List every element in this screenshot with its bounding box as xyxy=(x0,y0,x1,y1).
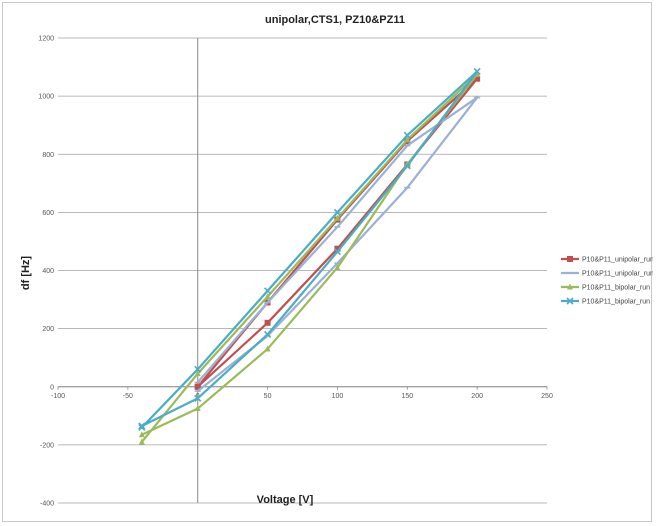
chart-title: unipolar,CTS1, PZ10&PZ11 xyxy=(265,14,405,26)
data-point xyxy=(194,370,201,377)
y-tick-label: 800 xyxy=(42,152,54,159)
data-point xyxy=(264,330,272,339)
data-point xyxy=(138,431,145,438)
data-point xyxy=(566,297,574,305)
legend-item: P10&P11_unipolar_run1 xyxy=(561,256,653,264)
legend-item: P10&P11_bipolar_run xyxy=(561,283,650,292)
legend-label: P10&P11_unipolar_run1 xyxy=(582,257,653,264)
data-point xyxy=(194,365,202,373)
tick-labels: 1200 1000 800 600 400 200 0 -200 -400 -100 -50 0 50 1… xyxy=(38,36,553,508)
y-tick-label: 200 xyxy=(42,326,54,333)
data-point xyxy=(474,70,481,77)
data-point xyxy=(264,287,272,295)
legend-item: P10&P11_unipolar_run2 xyxy=(561,271,653,278)
series-group xyxy=(138,67,481,445)
data-point xyxy=(404,136,411,143)
series-1 xyxy=(194,75,481,390)
data-point xyxy=(473,67,481,75)
data-point xyxy=(334,245,341,252)
line-chart: unipolar,CTS1, PZ10&PZ11 120010008006004… xyxy=(20,14,653,508)
y-tick-label: 1000 xyxy=(38,94,54,101)
data-point xyxy=(264,345,271,352)
data-point xyxy=(138,422,146,430)
legend: P10&P11_unipolar_run1 P10&P11_unipolar_ru… xyxy=(561,256,653,306)
legend-label: P10&P11_bipolar_run xyxy=(582,299,650,306)
data-point xyxy=(138,438,145,445)
y-tick-label: -400 xyxy=(40,501,54,508)
y-tick-label: 0 xyxy=(50,384,54,391)
data-point xyxy=(334,264,341,271)
series-3 xyxy=(138,70,481,445)
data-point xyxy=(194,383,201,390)
data-point xyxy=(567,283,573,290)
x-tick-label: 250 xyxy=(541,393,553,400)
y-axis-title: df [Hz] xyxy=(20,256,32,291)
x-tick-label: 100 xyxy=(332,393,344,400)
x-tick-label: 0 xyxy=(196,393,200,400)
x-tick-label: 200 xyxy=(471,393,483,400)
grid-lines xyxy=(58,37,547,504)
legend-label: P10&P11_bipolar_run xyxy=(582,285,650,292)
y-tick-label: -200 xyxy=(40,442,54,449)
x-tick-label: 50 xyxy=(264,393,272,400)
data-point xyxy=(403,162,411,170)
x-axis-title: Voltage [V] xyxy=(257,494,314,506)
y-tick-label: 1200 xyxy=(38,36,54,43)
data-point xyxy=(194,394,202,402)
y-tick-label: 400 xyxy=(42,268,54,275)
x-tick-label: 150 xyxy=(401,393,413,400)
data-point xyxy=(138,423,146,432)
data-point xyxy=(264,293,271,300)
data-point xyxy=(403,131,411,139)
data-point xyxy=(567,256,573,262)
y-tick-label: 600 xyxy=(42,210,54,217)
data-point xyxy=(333,208,341,216)
series-2 xyxy=(194,96,481,392)
series-4 xyxy=(138,67,481,432)
data-point xyxy=(334,214,341,221)
data-point xyxy=(333,248,341,256)
legend-item: P10&P11_bipolar_run xyxy=(561,297,650,306)
data-point xyxy=(194,405,201,412)
series-line xyxy=(196,77,479,388)
x-tick-label: -50 xyxy=(123,393,133,400)
data-point xyxy=(474,75,481,82)
data-point xyxy=(264,319,271,326)
legend-label: P10&P11_unipolar_run2 xyxy=(582,271,653,278)
x-tick-label: -100 xyxy=(51,393,65,400)
